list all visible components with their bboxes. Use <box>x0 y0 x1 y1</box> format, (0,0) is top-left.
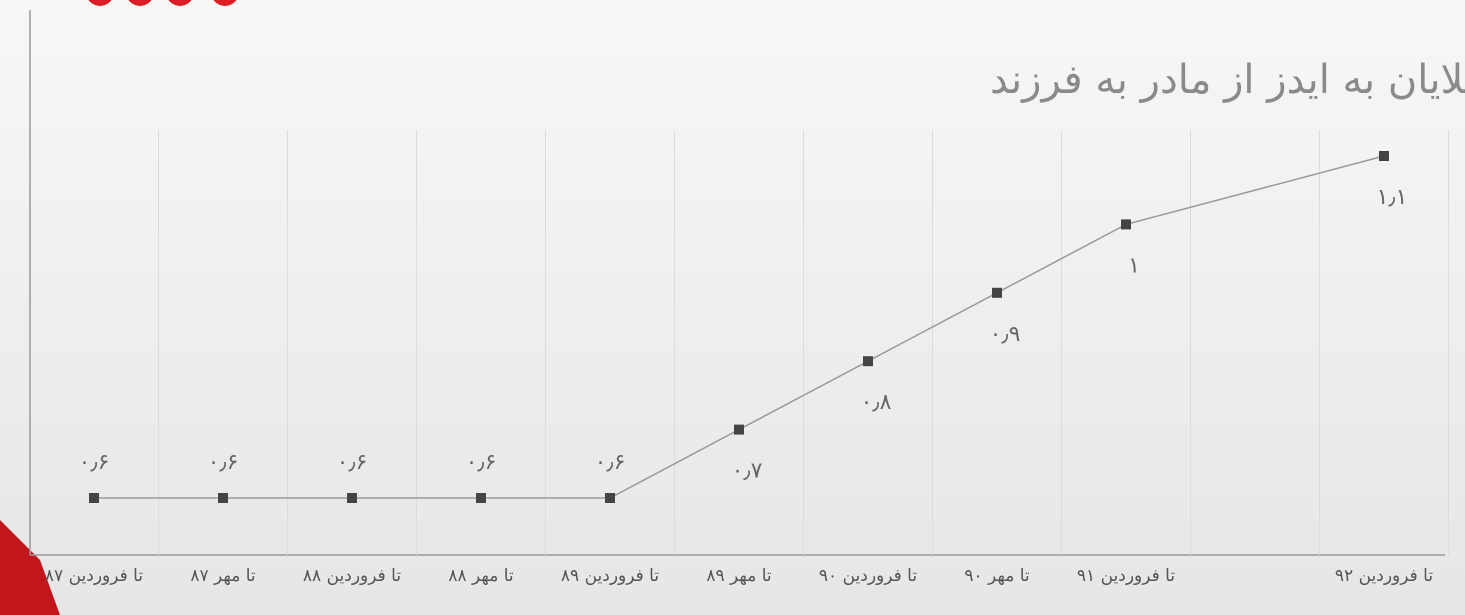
x-tick-label: تا مهر ۸۷ <box>190 566 256 586</box>
decoration <box>0 520 60 615</box>
chart-title: درصد تعداد مبتلایان به ایدز از مادر به ف… <box>990 57 1465 103</box>
data-label: ۰٫۸ <box>861 390 892 415</box>
x-tick-label: تا فروردین ۸۹ <box>560 566 660 586</box>
data-label: ۱٫۱ <box>1377 185 1408 210</box>
marker <box>1121 219 1131 230</box>
marker <box>1379 151 1389 161</box>
data-label: ۰٫۹ <box>990 322 1021 347</box>
x-tick-label: تا فروردین ۸۸ <box>302 566 402 586</box>
x-tick-label: تا فروردین ۹۱ <box>1076 566 1176 586</box>
data-label: ۰٫۶ <box>595 450 626 475</box>
data-label: ۱ <box>1128 253 1140 278</box>
data-label: ۰٫۷ <box>732 459 763 484</box>
marker <box>218 493 228 503</box>
data-label: ۰٫۶ <box>337 450 368 475</box>
x-tick-label: تا مهر ۸۸ <box>448 566 514 586</box>
x-tick-label: تا مهر ۹۰ <box>964 566 1030 586</box>
data-label: ۰٫۶ <box>466 450 497 475</box>
decoration <box>128 0 152 6</box>
line-segment <box>738 360 869 431</box>
decoration <box>168 0 192 6</box>
data-label: ۰٫۶ <box>208 450 239 475</box>
marker <box>605 493 615 503</box>
decoration <box>213 0 237 6</box>
x-tick-label: تا فروردین ۸۷ <box>44 566 144 586</box>
line-segment <box>1125 155 1385 226</box>
marker <box>992 287 1002 298</box>
x-tick-label: تا مهر ۸۹ <box>706 566 772 586</box>
marker <box>734 424 744 435</box>
marker <box>89 493 99 503</box>
x-tick-label: تا فروردین ۹۰ <box>818 566 918 586</box>
marker <box>863 356 873 367</box>
marker <box>347 493 357 503</box>
line-segment <box>996 223 1127 294</box>
line-segment <box>867 292 998 362</box>
decoration <box>88 0 112 6</box>
x-tick-label: تا فروردین ۹۲ <box>1334 566 1434 586</box>
line-segment <box>609 428 740 499</box>
data-label: ۰٫۶ <box>79 450 110 475</box>
marker <box>476 493 486 503</box>
